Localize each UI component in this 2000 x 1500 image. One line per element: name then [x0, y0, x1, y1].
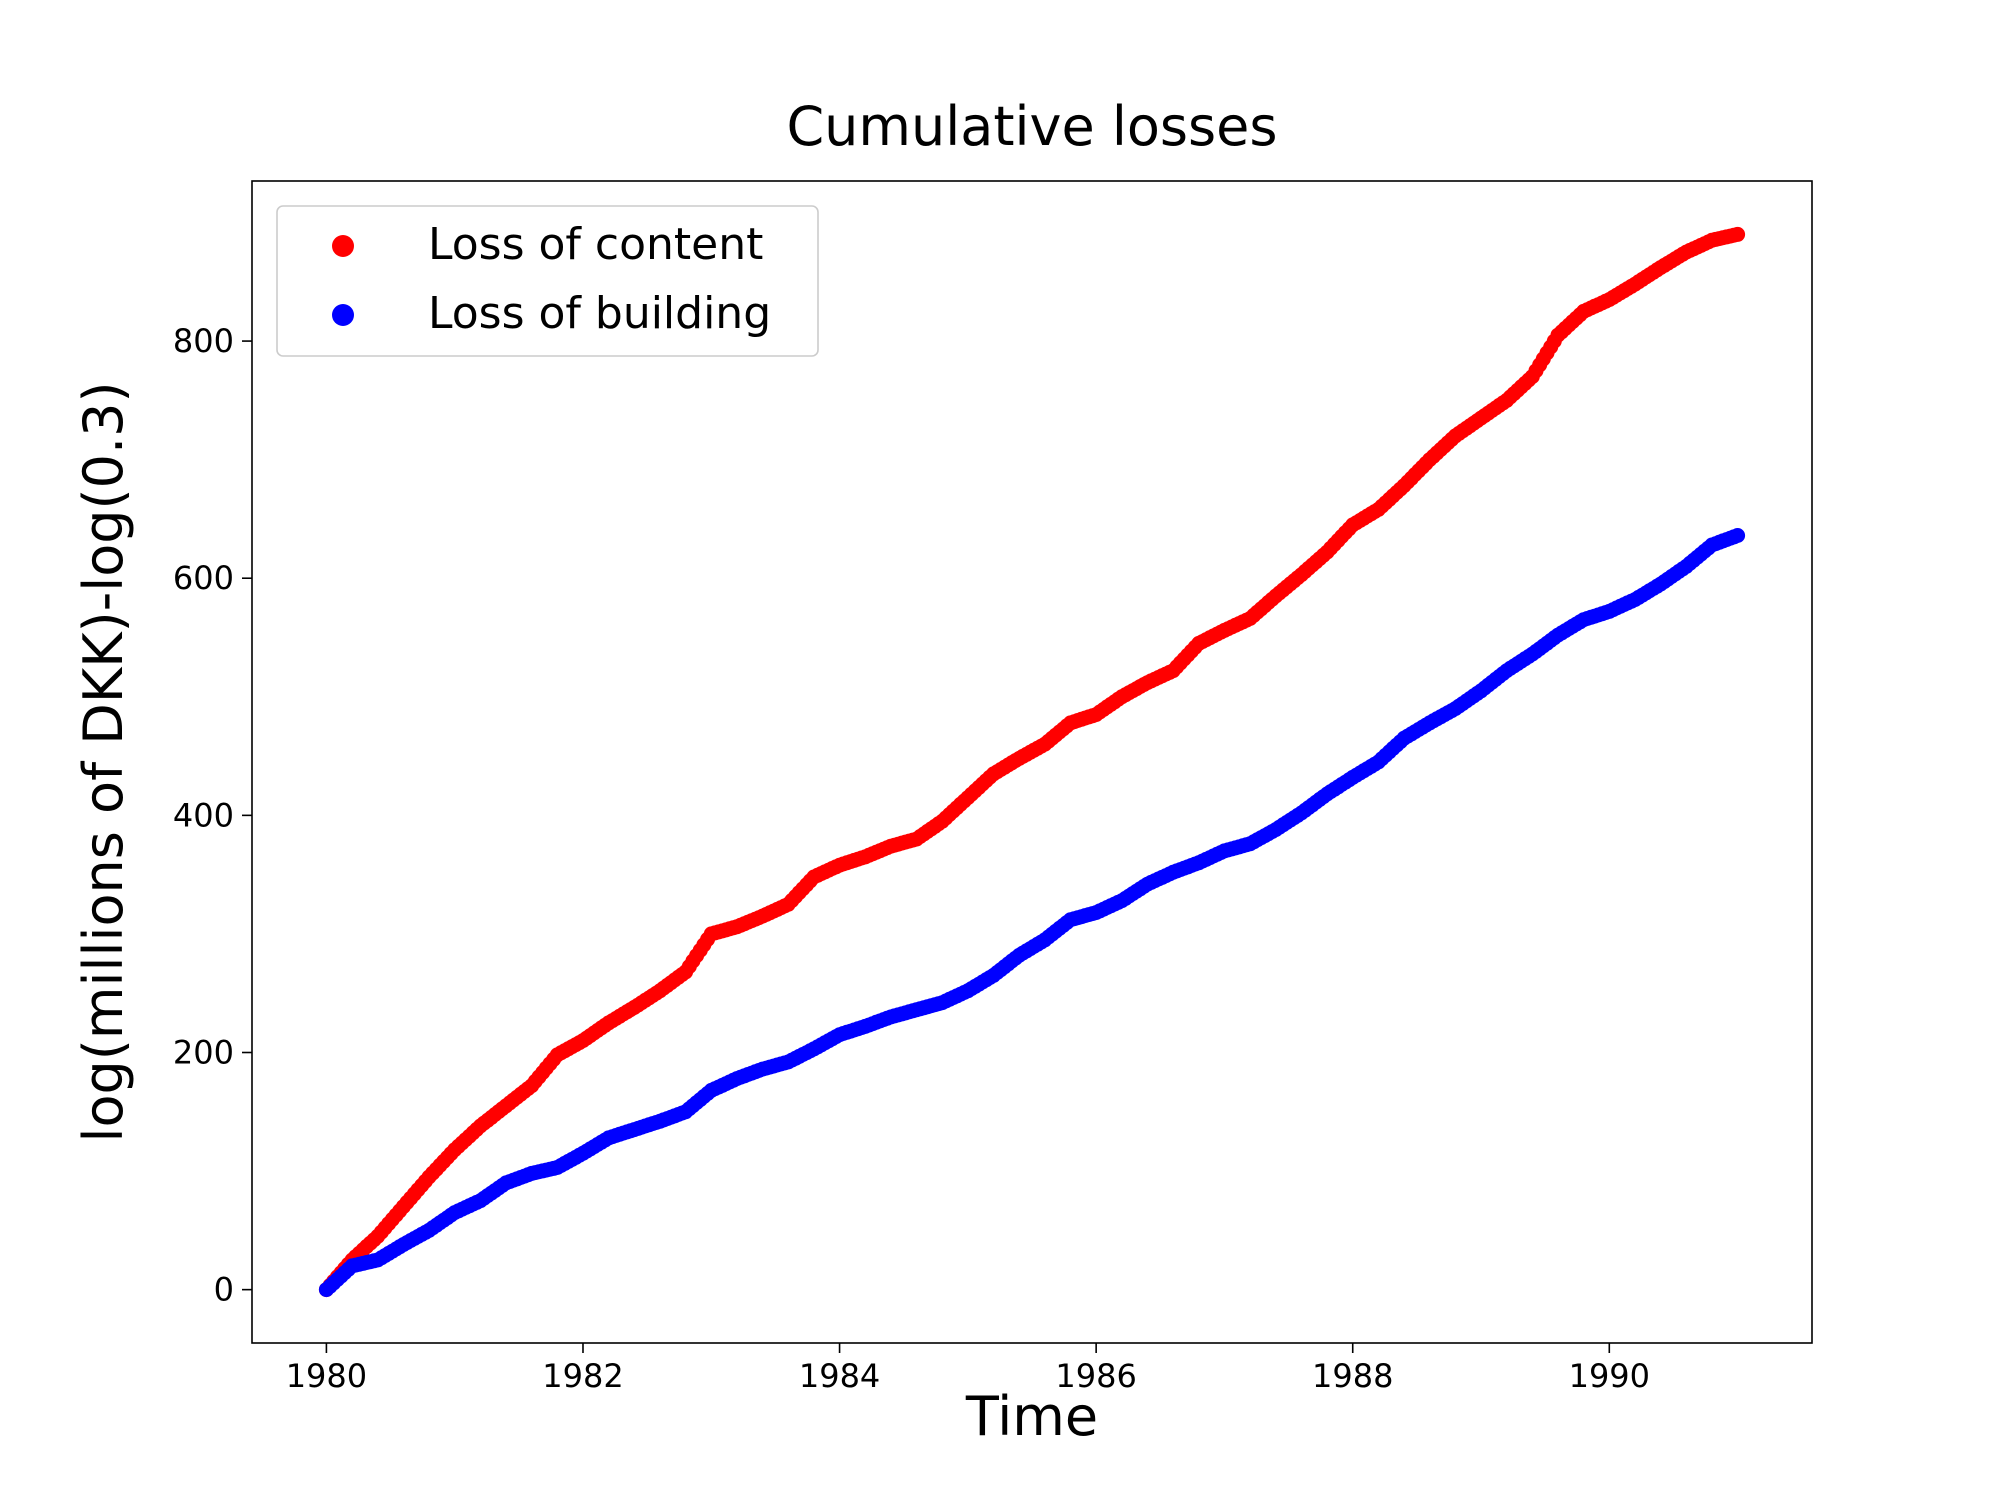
series-loss-of-content — [318, 226, 1746, 1298]
legend-label-loss-of-content: Loss of content — [428, 219, 763, 270]
x-axis-ticks: 1980 1982 1984 1986 1988 1990 — [286, 1343, 1650, 1395]
x-tick-label: 1984 — [799, 1357, 880, 1395]
plot-marks — [318, 226, 1746, 1298]
x-tick-label: 1988 — [1312, 1357, 1393, 1395]
y-tick-label: 400 — [173, 796, 234, 834]
y-axis-label: log(millions of DKK)-log(0.3) — [72, 381, 135, 1142]
y-tick-label: 600 — [173, 559, 234, 597]
y-tick-label: 0 — [214, 1271, 234, 1309]
x-tick-label: 1990 — [1569, 1357, 1650, 1395]
y-tick-label: 800 — [173, 322, 234, 360]
x-axis-label: Time — [965, 1385, 1098, 1448]
plot-frame — [251, 180, 1813, 1344]
data-point — [1730, 528, 1746, 543]
data-point — [1730, 226, 1746, 242]
x-tick-label: 1986 — [1055, 1357, 1136, 1395]
series-loss-of-building — [318, 528, 1746, 1298]
legend-marker-loss-of-content — [332, 235, 354, 257]
legend-marker-loss-of-building — [332, 304, 354, 326]
y-tick-label: 200 — [173, 1034, 234, 1072]
legend-box — [276, 205, 819, 357]
y-axis-ticks: 0 200 400 600 800 — [173, 322, 252, 1309]
legend: Loss of content Loss of building — [276, 205, 819, 357]
legend-label-loss-of-building: Loss of building — [428, 288, 771, 339]
chart-title: Cumulative losses — [786, 95, 1277, 158]
x-tick-label: 1980 — [286, 1357, 367, 1395]
x-tick-label: 1982 — [542, 1357, 623, 1395]
